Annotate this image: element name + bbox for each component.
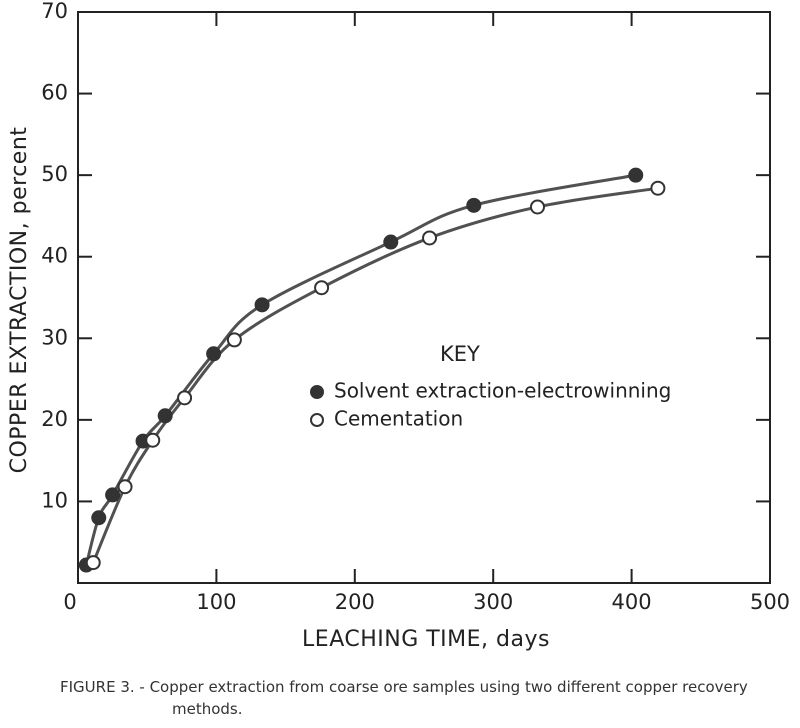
caption: FIGURE 3. - Copper extraction from coars…	[60, 678, 748, 718]
y-tick-label: 30	[41, 325, 68, 349]
fit-curve	[91, 186, 659, 564]
x-axis-label: LEACHING TIME, days	[302, 627, 550, 652]
data-point	[529, 199, 545, 215]
legend-label: Cementation	[334, 407, 463, 431]
x-tick-label: 200	[335, 590, 375, 614]
data-point	[422, 230, 438, 246]
y-axis-label: COPPER EXTRACTION, percent	[7, 127, 32, 474]
data-point	[466, 197, 482, 213]
data-point	[650, 180, 666, 196]
x-tick-label: 100	[196, 590, 236, 614]
data-point	[628, 167, 644, 183]
y-tick-label: 50	[41, 162, 68, 186]
plot-frame	[77, 11, 771, 584]
data-point	[85, 555, 101, 571]
data-point	[177, 390, 193, 406]
chart: LEACHING TIME, days COPPER EXTRACTION, p…	[7, 0, 790, 652]
y-tick-label: 20	[41, 407, 68, 431]
data-point	[383, 234, 399, 250]
data-point	[314, 280, 330, 296]
y-tick-label: 70	[41, 0, 68, 23]
x-tick-label: 500	[750, 590, 790, 614]
data-point	[254, 297, 270, 313]
data-point	[105, 487, 121, 503]
data-point	[226, 332, 242, 348]
data-point	[91, 510, 107, 526]
y-tick-label: 10	[41, 488, 68, 512]
legend-marker	[310, 385, 324, 399]
legend-marker	[310, 413, 324, 427]
x-tick-label: 0	[63, 590, 76, 614]
y-tick-label: 40	[41, 244, 68, 268]
y-tick-label: 60	[41, 81, 68, 105]
x-tick-label: 300	[473, 590, 513, 614]
fit-curve	[84, 173, 637, 566]
data-point	[145, 432, 161, 448]
x-tick-label: 400	[612, 590, 652, 614]
data-point	[117, 479, 133, 495]
legend-title: KEY	[440, 342, 480, 366]
legend-label: Solvent extraction-electrowinning	[334, 379, 671, 403]
